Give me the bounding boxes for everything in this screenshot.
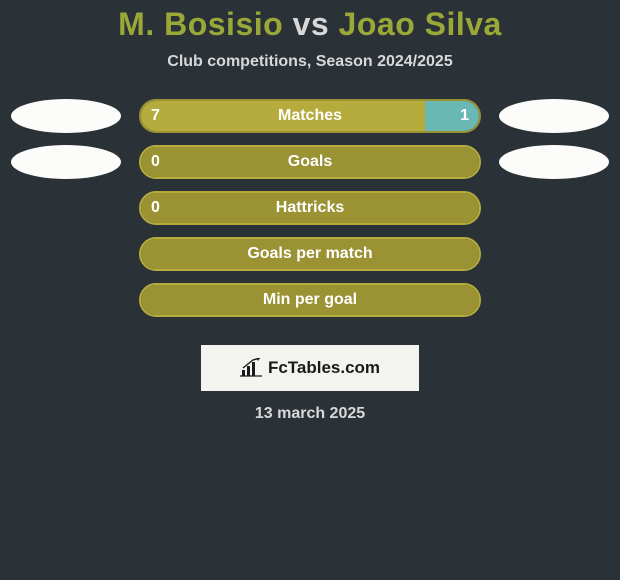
metric-bar: 0 Hattricks bbox=[139, 191, 481, 225]
subtitle: Club competitions, Season 2024/2025 bbox=[167, 53, 452, 71]
metric-row: Goals per match bbox=[11, 237, 609, 271]
date-stamp: 13 march 2025 bbox=[255, 405, 365, 423]
player2-name: Joao Silva bbox=[339, 6, 502, 42]
page-title: M. Bosisio vs Joao Silva bbox=[118, 6, 502, 43]
value-left: 0 bbox=[151, 199, 160, 217]
metric-bar: Goals per match bbox=[139, 237, 481, 271]
brand-logo-box: FcTables.com bbox=[201, 345, 419, 391]
metric-label: Min per goal bbox=[263, 291, 357, 309]
metric-row: 7 1 Matches bbox=[11, 99, 609, 133]
chart-icon bbox=[240, 358, 264, 378]
brand-logo: FcTables.com bbox=[240, 358, 380, 378]
fill-right bbox=[425, 101, 479, 131]
player1-name: M. Bosisio bbox=[118, 6, 283, 42]
metric-row: 0 Hattricks bbox=[11, 191, 609, 225]
comparison-widget: M. Bosisio vs Joao Silva Club competitio… bbox=[0, 0, 620, 423]
metric-label: Matches bbox=[278, 107, 342, 125]
metric-row: 0 Goals bbox=[11, 145, 609, 179]
right-pill bbox=[499, 99, 609, 133]
left-pill bbox=[11, 145, 121, 179]
left-pill bbox=[11, 99, 121, 133]
metric-label: Goals bbox=[288, 153, 332, 171]
metric-bar: Min per goal bbox=[139, 283, 481, 317]
value-left: 0 bbox=[151, 153, 160, 171]
metric-row: Min per goal bbox=[11, 283, 609, 317]
value-right: 1 bbox=[460, 107, 469, 125]
vs-separator: vs bbox=[293, 6, 330, 42]
brand-text: FcTables.com bbox=[268, 358, 380, 378]
right-pill bbox=[499, 145, 609, 179]
metric-bar: 0 Goals bbox=[139, 145, 481, 179]
metrics-container: 7 1 Matches 0 Goals 0 Hattricks Goals per match… bbox=[11, 99, 609, 329]
metric-label: Hattricks bbox=[276, 199, 344, 217]
metric-label: Goals per match bbox=[247, 245, 372, 263]
value-left: 7 bbox=[151, 107, 160, 125]
metric-bar: 7 1 Matches bbox=[139, 99, 481, 133]
